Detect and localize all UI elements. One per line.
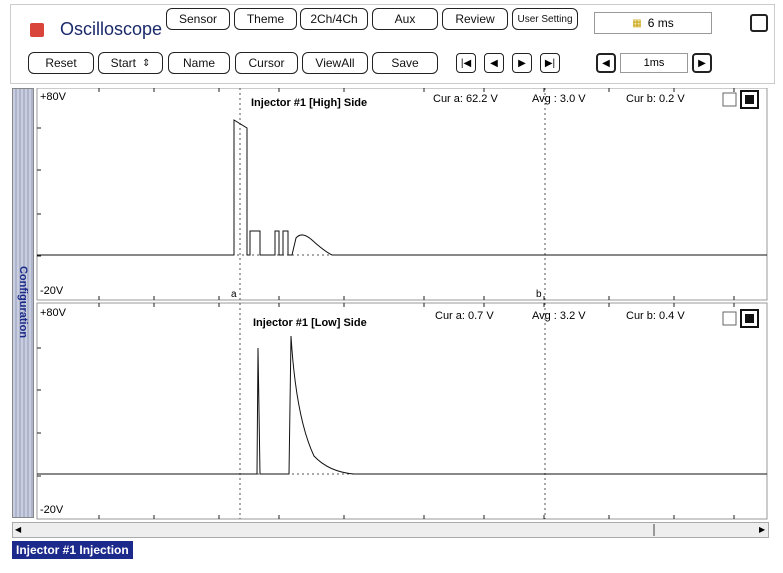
timebase-down[interactable]: ◀ (596, 53, 616, 73)
top-toggle-fill (745, 95, 754, 104)
menu-icon[interactable] (750, 14, 768, 32)
bottom-title: Injector #1 [Low] Side (253, 317, 367, 329)
aux-button[interactable]: Aux (372, 8, 438, 30)
scrollbar[interactable]: ◀ ▶ (12, 522, 769, 538)
cursor-button[interactable]: Cursor (235, 52, 298, 74)
sidebar[interactable] (12, 88, 34, 518)
sidebar-label: Configuration (17, 265, 30, 339)
bottom-waveform (37, 335, 767, 475)
time-display: ▦ 6 ms (594, 12, 712, 34)
viewall-button[interactable]: ViewAll (302, 52, 368, 74)
reset-button[interactable]: Reset (28, 52, 94, 74)
tick-marks (37, 88, 735, 519)
review-button[interactable]: Review (442, 8, 508, 30)
first-button[interactable]: |◀ (456, 53, 476, 73)
bottom-cur-b: Cur b: 0.4 V (626, 310, 685, 322)
bottom-avg: Avg : 3.2 V (532, 310, 586, 322)
bottom-ymin: -20V (40, 504, 64, 516)
sensor-button[interactable]: Sensor (166, 8, 230, 30)
scroll-left[interactable]: ◀ (15, 525, 22, 534)
start-button[interactable]: Start ⇕ (98, 52, 163, 74)
ticks (37, 88, 735, 519)
next-button[interactable]: ▶ (512, 53, 532, 73)
top-ymax: +80V (40, 91, 67, 103)
sidebar-label-wrap: Configuration (12, 266, 34, 338)
prev-button[interactable]: ◀ (484, 53, 504, 73)
timebase-display: 1ms (620, 53, 688, 73)
bottom-checkbox[interactable] (722, 311, 737, 326)
spinner-icon: ⇕ (141, 57, 151, 69)
bottom-panel (36, 302, 768, 520)
top-cur-a: Cur a: 62.2 V (433, 93, 498, 105)
status-bar: Injector #1 Injection (12, 541, 133, 559)
timebase-up[interactable]: ▶ (692, 53, 712, 73)
last-button[interactable]: ▶| (540, 53, 560, 73)
time-text: 6 ms (647, 16, 674, 30)
start-text: Start (110, 56, 136, 70)
cursor-b-label: b (536, 289, 542, 300)
bottom-ymax: +80V (40, 307, 67, 319)
top-title: Injector #1 [High] Side (251, 97, 367, 109)
scroll-right[interactable]: ▶ (759, 525, 766, 534)
app-icon[interactable] (30, 23, 44, 37)
scope-area: +80V -20V Injector #1 [High] Side Cur a:… (36, 88, 768, 520)
top-cur-b: Cur b: 0.2 V (626, 93, 685, 105)
top-avg: Avg : 3.0 V (532, 93, 586, 105)
cursor-a-label: a (231, 289, 237, 300)
name-button[interactable]: Name (168, 52, 230, 74)
save-button[interactable]: Save (372, 52, 438, 74)
top-waveform (37, 119, 767, 256)
bottom-toggle-fill (745, 314, 754, 323)
scroll-thumb[interactable] (653, 524, 655, 536)
top-ymin: -20V (40, 285, 64, 297)
app-title: Oscilloscope (60, 19, 163, 39)
top-panel (36, 88, 768, 301)
channel-button[interactable]: 2Ch/4Ch (300, 8, 368, 30)
theme-button[interactable]: Theme (234, 8, 297, 30)
top-checkbox[interactable] (722, 92, 737, 107)
user-setting-button[interactable]: User Setting (512, 8, 578, 30)
bottom-cur-a: Cur a: 0.7 V (435, 310, 494, 322)
time-icon: ▦ (632, 17, 642, 29)
